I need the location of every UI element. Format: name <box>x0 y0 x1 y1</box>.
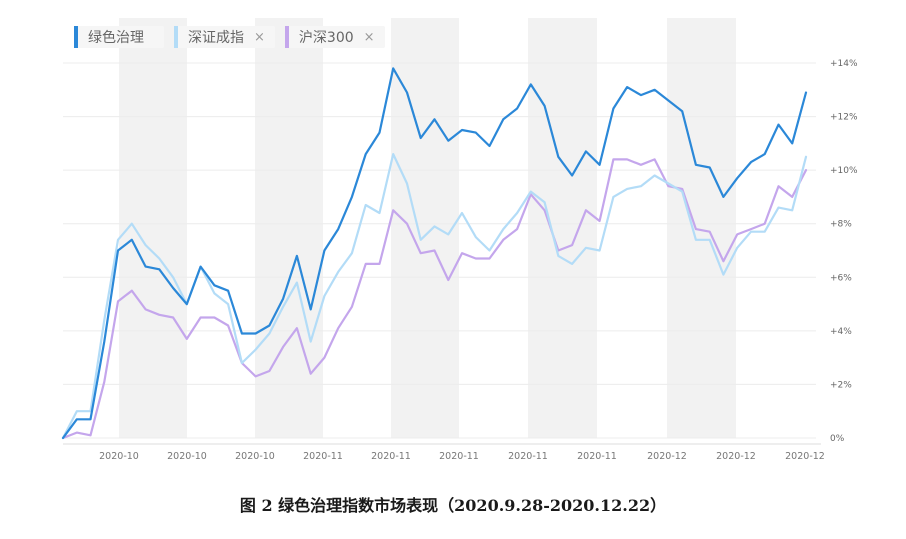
shaded-band <box>119 18 187 438</box>
series-line-csi300 <box>61 158 808 440</box>
x-tick-label: 2020-10 <box>99 451 139 462</box>
legend-item-shenzhen-component[interactable]: 深证成指 × <box>174 26 275 48</box>
close-icon[interactable]: × <box>254 29 265 45</box>
y-tick-label: +14% <box>830 59 858 69</box>
legend-label: 绿色治理 <box>88 30 144 46</box>
y-axis-ticks: 0% +2% +4% +6% +8% +10% +12% +14% <box>830 59 858 444</box>
x-tick-label: 2020-12 <box>647 451 687 462</box>
legend-swatch <box>74 26 78 48</box>
x-tick-label: 2020-11 <box>508 451 548 462</box>
shaded-band <box>667 18 736 438</box>
x-axis-ticks: 2020-10 2020-10 2020-10 2020-11 2020-11 2020-… <box>63 443 825 462</box>
y-tick-label: +2% <box>830 380 852 390</box>
x-tick-label: 2020-11 <box>371 451 411 462</box>
close-icon[interactable]: × <box>363 29 375 45</box>
y-tick-label: +6% <box>830 273 852 283</box>
y-tick-label: +8% <box>830 220 852 230</box>
legend-label: 沪深300 <box>298 30 354 46</box>
shaded-band <box>255 18 323 438</box>
figure-caption: 图 2 绿色治理指数市场表现（2020.9.28-2020.12.22） <box>239 496 667 515</box>
y-tick-label: +4% <box>830 327 852 337</box>
legend-item-green-governance[interactable]: 绿色治理 <box>74 26 164 48</box>
x-tick-label: 2020-11 <box>439 451 479 462</box>
x-tick-label: 2020-12 <box>716 451 756 462</box>
alternating-bands <box>119 18 736 438</box>
y-tick-label: +12% <box>830 113 858 123</box>
legend-swatch <box>284 26 289 48</box>
series-line-green-governance <box>61 67 808 440</box>
x-tick-label: 2020-12 <box>785 451 825 462</box>
x-tick-label: 2020-10 <box>167 451 207 462</box>
x-tick-label: 2020-10 <box>235 451 275 462</box>
y-tick-label: 0% <box>830 434 845 444</box>
shaded-band <box>528 18 597 438</box>
legend: 绿色治理 深证成指 × 沪深300 × <box>74 26 395 48</box>
legend-label: 深证成指 <box>188 30 244 46</box>
x-tick-label: 2020-11 <box>577 451 617 462</box>
horizontal-gridlines <box>63 62 816 439</box>
y-tick-label: +10% <box>830 166 858 176</box>
shaded-band <box>391 18 459 438</box>
series-lines <box>61 67 808 440</box>
legend-swatch <box>174 26 178 48</box>
legend-item-csi300[interactable]: 沪深300 × <box>284 26 385 48</box>
x-tick-label: 2020-11 <box>303 451 343 462</box>
